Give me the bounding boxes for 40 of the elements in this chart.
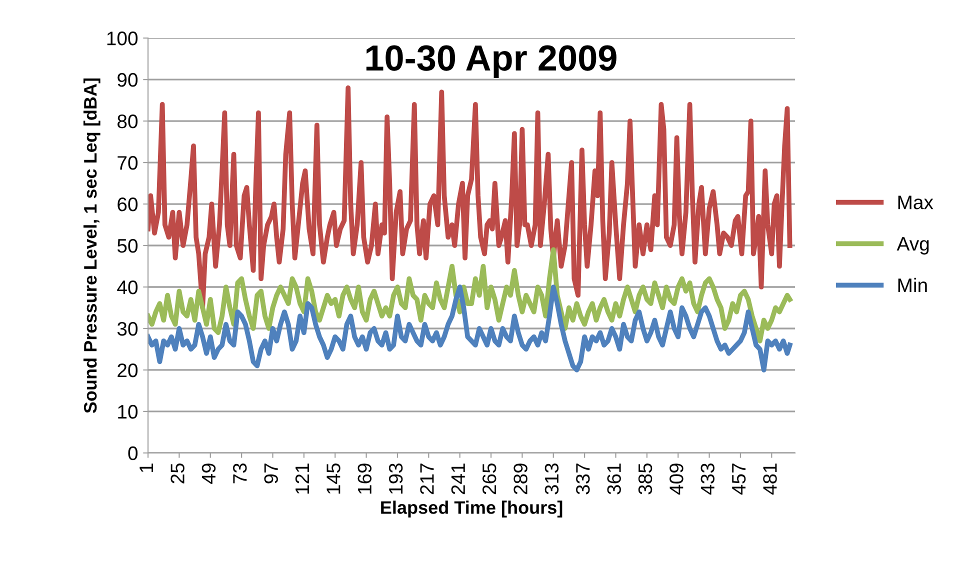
- x-tick-label: 289: [514, 464, 528, 494]
- chart-title: 10-30 Apr 2009: [366, 45, 616, 78]
- line-series: [148, 247, 792, 344]
- y-tick-label: 40: [117, 280, 138, 294]
- legend-label: Max: [898, 196, 934, 210]
- x-tick-label: 1: [140, 464, 154, 472]
- x-tick-label: 169: [358, 464, 372, 494]
- x-tick-label: 337: [576, 464, 590, 494]
- x-tick-label: 121: [295, 464, 309, 494]
- line-series: [148, 284, 792, 372]
- x-tick-label: 49: [202, 464, 216, 484]
- x-tick-label: 481: [763, 464, 777, 495]
- x-tick-label: 217: [420, 464, 434, 494]
- x-tick-label: 265: [482, 463, 496, 494]
- x-tick-label: 241: [451, 464, 465, 494]
- y-tick-label: 50: [117, 238, 138, 253]
- y-tick-label: 30: [117, 322, 138, 336]
- x-tick-label: 433: [700, 464, 715, 495]
- x-tick-label: 361: [607, 464, 621, 494]
- y-tick-label: 70: [118, 156, 138, 170]
- legend-label: Avg: [896, 237, 929, 255]
- x-tick-label: 313: [544, 464, 559, 494]
- x-tick-label: 25: [170, 463, 184, 484]
- y-axis-title: Sound Pressure Level, 1 sec Leq [dBA]: [83, 78, 100, 414]
- y-tick-label: 10: [118, 404, 138, 419]
- y-tick-label: 100: [107, 32, 138, 46]
- x-tick-label: 409: [670, 464, 684, 495]
- y-tick-label: 20: [118, 363, 138, 378]
- x-tick-label: 97: [264, 464, 278, 484]
- x-tick-label: 145: [326, 463, 340, 494]
- x-tick-label: 193: [388, 464, 403, 494]
- x-tick-label: 457: [732, 464, 746, 495]
- y-tick-label: 90: [118, 73, 138, 87]
- y-tick-label: 0: [128, 446, 138, 460]
- x-tick-label: 73: [233, 464, 247, 484]
- y-tick-label: 80: [118, 114, 138, 128]
- x-tick-label: 385: [638, 463, 652, 494]
- legend-label: Min: [898, 278, 927, 292]
- y-tick-label: 60: [118, 197, 138, 212]
- x-axis-title: Elapsed Time [hours]: [381, 500, 562, 518]
